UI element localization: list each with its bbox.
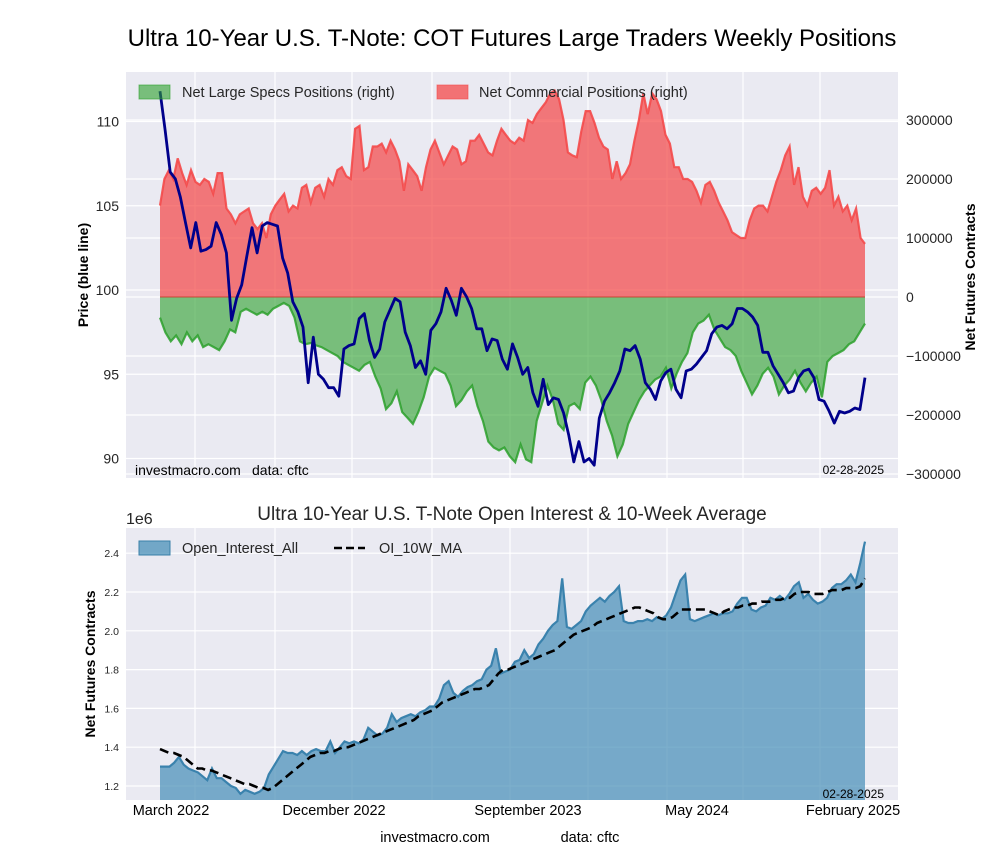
date-stamp-bottom: 02-28-2025 [823,787,885,801]
price-tick-label: 110 [97,114,120,130]
price-tick-label: 100 [96,282,120,298]
oi-tick-label: 2.2 [104,587,119,599]
oi-tick-label: 1.8 [104,665,119,677]
legend-swatch-open-interest [138,540,171,556]
price-tick-label: 105 [96,198,120,214]
specs-line [158,301,866,465]
date-tick-label: December 2022 [282,803,385,819]
contracts-tick-label: 300000 [906,112,953,128]
price-line [158,91,867,467]
legend-label-open-interest: Open_Interest_All [182,541,298,557]
oi-tick-label: 1.6 [104,703,119,715]
date-axis-ticks: March 2022 December 2022 September 2023 May… [133,803,900,819]
contracts-tick-label: 0 [906,289,914,305]
open-interest-axis-ticks: 1.2 1.4 1.6 1.8 2.0 2.2 2.4 [104,548,119,793]
date-tick-label: September 2023 [474,803,581,819]
date-stamp-top: 02-28-2025 [823,463,885,477]
open-interest-chart: Ultra 10-Year U.S. T-Note Open Interest … [82,504,900,819]
contracts-axis-label: Net Futures Contracts [962,203,978,350]
positions-chart: 90 95 100 105 110 −300000 −200000 −100000 0 1000… [75,72,978,482]
specs-area [160,297,865,463]
main-title: Ultra 10-Year U.S. T-Note: COT Futures L… [128,25,897,52]
contracts-tick-label: 200000 [906,171,953,187]
legend-label-commercial: Net Commercial Positions (right) [479,85,688,101]
y-scale-label: 1e6 [126,511,153,528]
date-tick-label: February 2025 [806,803,900,819]
contracts-axis-ticks: −300000 −200000 −100000 0 100000 200000 300000 [906,112,961,482]
watermark-site: investmacro.com [135,462,241,478]
price-axis-label: Price (blue line) [75,223,91,327]
ma-line [159,577,867,792]
oi-tick-label: 1.2 [104,781,119,793]
price-tick-label: 95 [103,366,119,382]
legend-swatch-commercial [436,84,469,100]
watermark-source: data: cftc [252,462,309,478]
legend-label-ma: OI_10W_MA [379,541,462,557]
price-tick-label: 90 [103,451,119,467]
commercial-area [160,90,865,297]
footer-source: data: cftc [561,830,620,846]
open-interest-axis-label: Net Futures Contracts [82,590,98,737]
positions-legend: Net Large Specs Positions (right) Net Co… [138,84,688,101]
open-interest-line [160,541,867,796]
open-interest-series [159,541,867,800]
date-tick-label: March 2022 [133,803,210,819]
oi-tick-label: 1.4 [104,742,119,754]
open-interest-title: Ultra 10-Year U.S. T-Note Open Interest … [257,504,766,525]
oi-tick-label: 2.0 [104,626,119,638]
legend-label-specs: Net Large Specs Positions (right) [182,85,395,101]
positions-series [158,88,867,467]
price-axis-ticks: 90 95 100 105 110 [96,114,120,467]
date-tick-label: May 2024 [665,803,729,819]
contracts-tick-label: −300000 [906,466,961,482]
contracts-tick-label: −200000 [906,407,961,423]
commercial-line [158,88,866,245]
oi-tick-label: 2.4 [104,548,119,560]
open-interest-area [160,541,865,800]
contracts-tick-label: 100000 [906,230,953,246]
legend-swatch-specs [138,84,171,100]
footer-site: investmacro.com [380,830,490,846]
contracts-tick-label: −100000 [906,348,961,364]
open-interest-legend: Open_Interest_All OI_10W_MA [138,540,462,557]
